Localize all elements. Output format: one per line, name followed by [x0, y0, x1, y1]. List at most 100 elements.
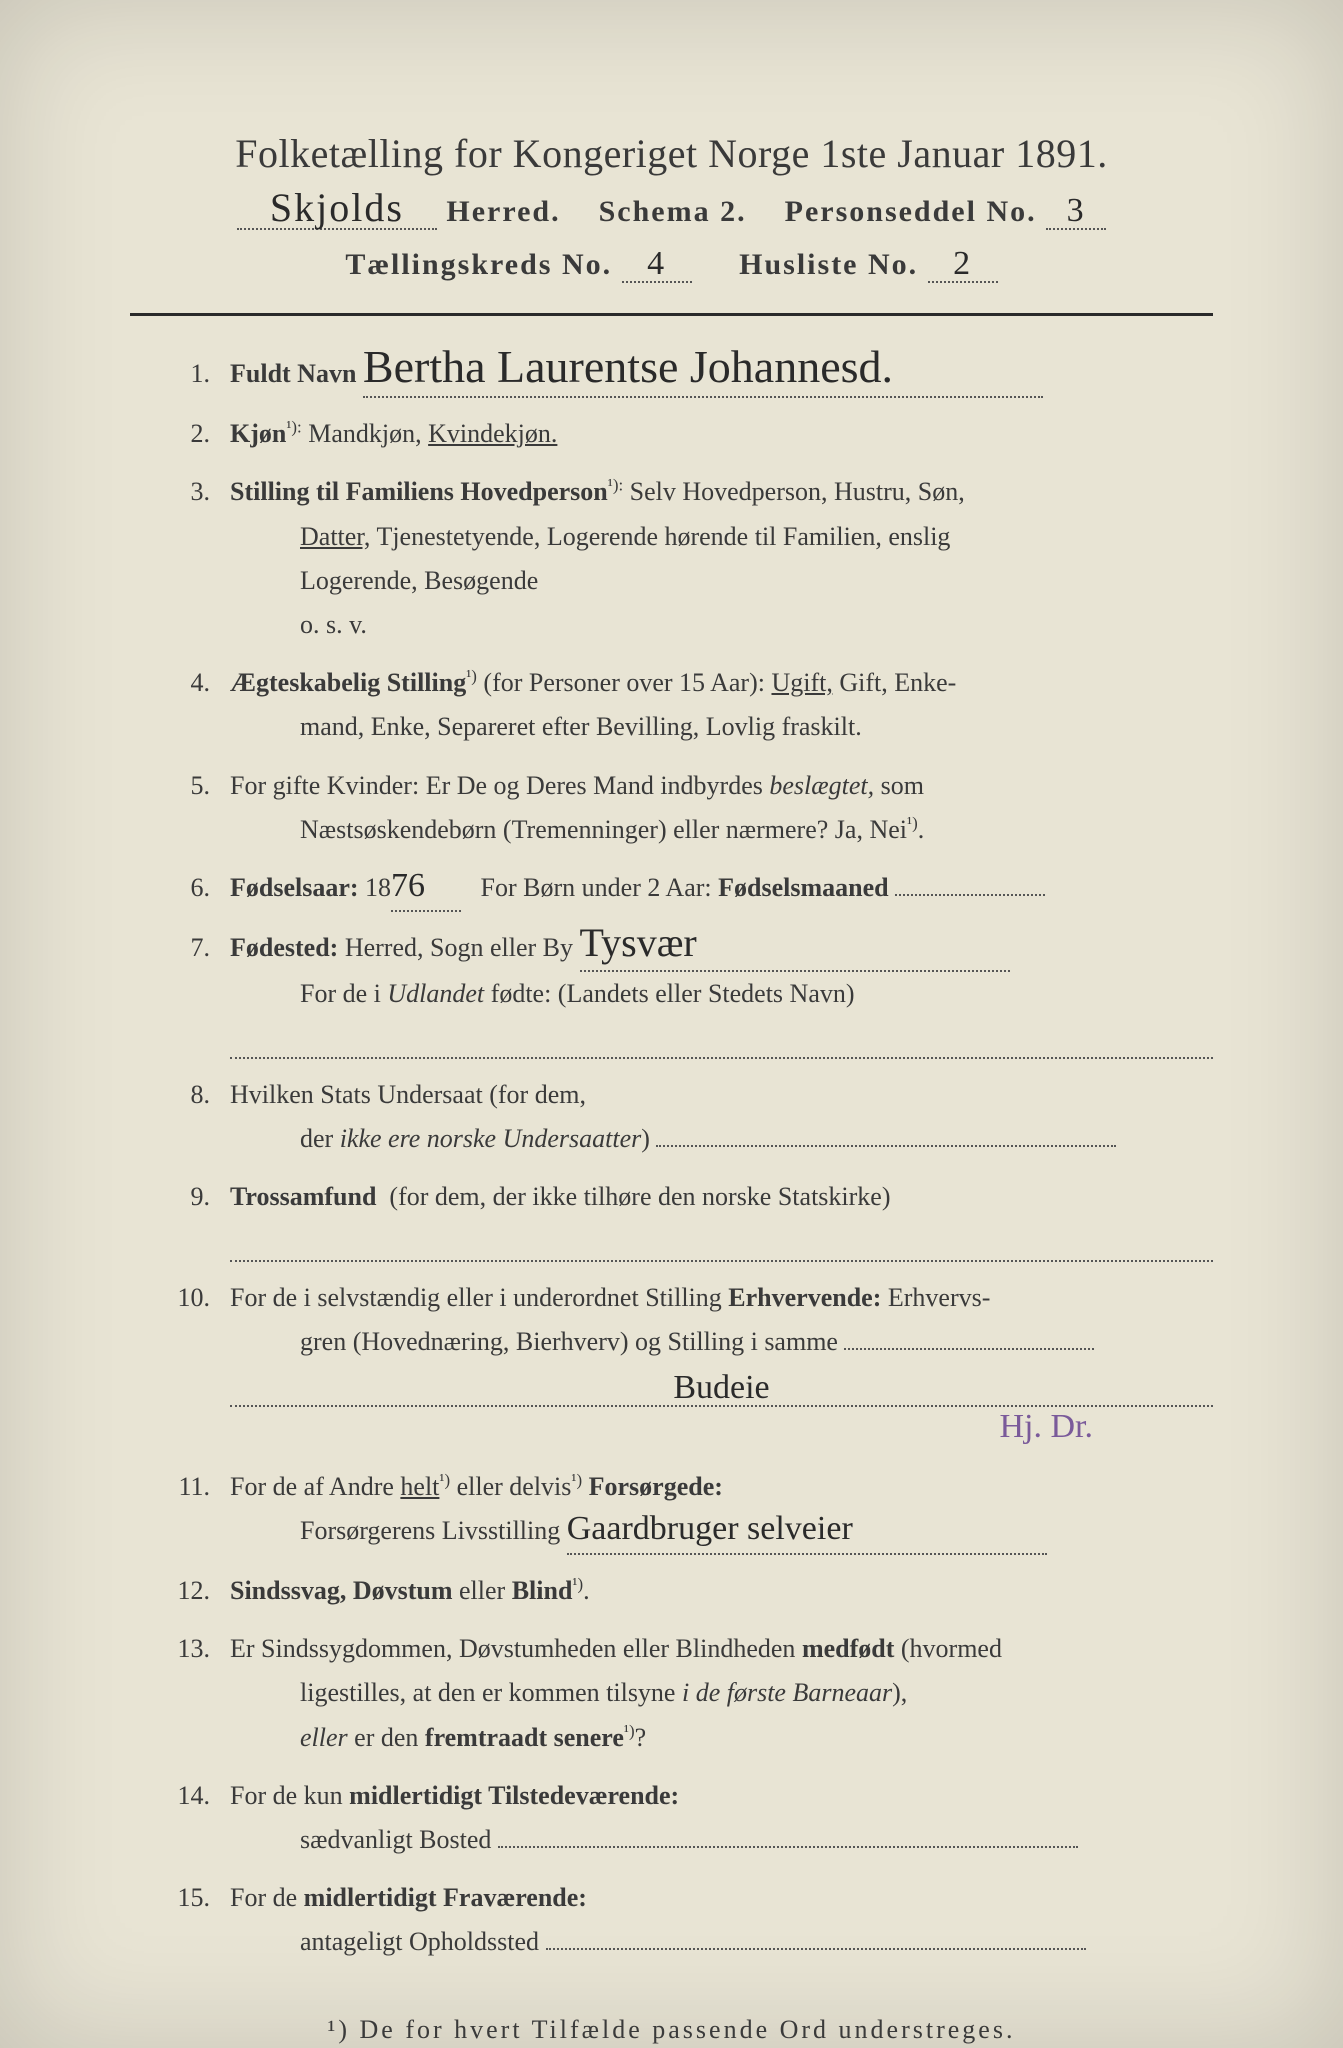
q6-month-field [895, 894, 1045, 896]
q3-line2-wrap: Datter, Tjenestetyende, Logerende hørend… [300, 515, 1213, 559]
q4-rest2: mand, Enke, Separeret efter Bevilling, L… [300, 705, 1213, 749]
item-14-num: 14. [160, 1774, 210, 1818]
q8-text1: Hvilken Stats Undersaat (for dem, [230, 1080, 586, 1109]
q5-line2-wrap: Næstsøskendebørn (Tremenninger) eller næ… [300, 808, 1213, 852]
herred-label: Herred. [446, 195, 560, 228]
q4-label: Ægteskabelig Stilling [230, 668, 466, 697]
item-9-num: 9. [160, 1175, 210, 1219]
q6-year-field: 76 [391, 866, 461, 912]
footnote-marker: ¹) [328, 2015, 350, 2044]
q13-fremtraadt: fremtraadt senere [425, 1723, 624, 1752]
q6-prefix: 18 [365, 873, 391, 902]
q15-text2: antageligt Opholdssted [300, 1927, 539, 1956]
q13-line2-wrap: ligestilles, at den er kommen tilsyne i … [300, 1671, 1213, 1715]
q11-text1b: eller delvis [457, 1472, 572, 1501]
q13-text1: Er Sindssygdommen, Døvstumheden eller Bl… [230, 1634, 795, 1663]
q7-text2: For de i [300, 979, 381, 1008]
q10-value: Budeie [673, 1379, 769, 1396]
q13-eller: eller [300, 1723, 348, 1752]
q10-text1: For de i selvstændig eller i underordnet… [230, 1283, 722, 1312]
item-10-num: 10. [160, 1276, 210, 1320]
q12-text: eller [459, 1576, 505, 1605]
q4-rest1: Gift, Enke- [839, 668, 956, 697]
personseddel-label: Personseddel No. [785, 195, 1037, 228]
item-12: 12. Sindssvag, Døvstum eller Blind¹). [160, 1569, 1213, 1613]
q11-helt: helt [400, 1472, 439, 1501]
item-11: 11. For de af Andre helt¹) eller delvis¹… [160, 1465, 1213, 1555]
q7-text1: Herred, Sogn eller By [345, 933, 573, 962]
item-9: 9. Trossamfund (for dem, der ikke tilhør… [160, 1175, 1213, 1262]
item-8: 8. Hvilken Stats Undersaat (for dem, der… [160, 1073, 1213, 1161]
item-8-num: 8. [160, 1073, 210, 1117]
q4-paren: (for Personer over 15 Aar): [483, 668, 765, 697]
q13-text3: er den [354, 1723, 418, 1752]
q15-line2-wrap: antageligt Opholdssted [300, 1920, 1213, 1964]
q11-text1: For de af Andre [230, 1472, 394, 1501]
q7-line2-wrap: For de i Udlandet fødte: (Landets eller … [300, 972, 1213, 1016]
item-3: 3. Stilling til Familiens Hovedperson¹):… [160, 470, 1213, 647]
q11-fors: Forsørgede: [589, 1472, 723, 1501]
q14-text2: sædvanligt Bosted [300, 1825, 491, 1854]
question-list: 1. Fuldt Navn Bertha Laurentse Johannesd… [160, 352, 1213, 1965]
item-15-num: 15. [160, 1876, 210, 1920]
q8-line2-wrap: der ikke ere norske Undersaatter) [300, 1117, 1213, 1161]
item-13: 13. Er Sindssygdommen, Døvstumheden elle… [160, 1627, 1213, 1760]
q9-label: Trossamfund [230, 1182, 376, 1211]
q10-text2: gren (Hovednæring, Bierhverv) og Stillin… [300, 1327, 838, 1356]
item-6: 6. Fødselsaar: 1876 For Børn under 2 Aar… [160, 866, 1213, 912]
q14-text1: For de kun [230, 1781, 343, 1810]
census-form-page: Folketælling for Kongeriget Norge 1ste J… [0, 0, 1343, 2048]
husliste-no: 2 [953, 255, 972, 272]
sup-4: ¹) [466, 666, 477, 685]
husliste-label: Husliste No. [739, 248, 918, 281]
item-7-num: 7. [160, 926, 210, 970]
q12-label: Sindssvag, Døvstum [230, 1576, 453, 1605]
sup-5: ¹) [907, 813, 918, 832]
q10-text1b: Erhvervs- [888, 1283, 991, 1312]
q11-line2-wrap: Forsørgerens Livsstilling Gaardbruger se… [300, 1509, 1213, 1555]
item-2-num: 2. [160, 412, 210, 456]
q10-line2-wrap: gren (Hovednæring, Bierhverv) og Stillin… [300, 1320, 1213, 1364]
item-12-num: 12. [160, 1569, 210, 1613]
husliste-field: 2 [928, 248, 998, 283]
item-15: 15. For de midlertidigt Fraværende: anta… [160, 1876, 1213, 1964]
q2-opt2: Kvindekjøn. [428, 419, 557, 448]
q3-line3: Logerende, Besøgende [300, 559, 1213, 603]
form-header: Folketælling for Kongeriget Norge 1ste J… [130, 130, 1213, 283]
footnote-text: De for hvert Tilfælde passende Ord under… [360, 2015, 1016, 2044]
q7-field: Tysvær [580, 926, 1010, 972]
sup-2: ¹): [286, 418, 301, 437]
divider-rule [130, 313, 1213, 316]
kreds-label: Tællingskreds No. [345, 248, 612, 281]
item-5-num: 5. [160, 764, 210, 808]
q13-text2a: ligestilles, at den er kommen tilsyne [300, 1678, 675, 1707]
q10-note-wrap: Hj. Dr. [230, 1407, 1213, 1451]
item-7: 7. Fødested: Herred, Sogn eller By Tysvæ… [160, 926, 1213, 1059]
q3-line2: Tjenestetyende, Logerende hørende til Fa… [376, 522, 950, 551]
q14-line2-wrap: sædvanligt Bosted [300, 1818, 1213, 1862]
q15-bold: midlertidigt Fraværende: [304, 1883, 587, 1912]
q7-blank-line [230, 1020, 1213, 1058]
q7-label: Fødested: [230, 933, 338, 962]
sup-11b: ¹) [571, 1470, 582, 1489]
personseddel-no: 3 [1067, 202, 1086, 219]
q3-line4: o. s. v. [300, 603, 1213, 647]
item-13-num: 13. [160, 1627, 210, 1671]
sup-3: ¹): [608, 476, 623, 495]
q12-blind: Blind [512, 1576, 573, 1605]
item-14: 14. For de kun midlertidigt Tilstedevære… [160, 1774, 1213, 1862]
q5-beslaegtet: beslægtet, [769, 771, 874, 800]
sup-13: ¹) [624, 1721, 635, 1740]
q3-line1a: Selv Hovedperson, Hustru, Søn, [630, 477, 965, 506]
q3-datter: Datter, [300, 522, 370, 551]
q8-italic: ikke ere norske Undersaatter [340, 1124, 642, 1153]
q13-text1b: (hvormed [901, 1634, 1002, 1663]
q10-inline-field [844, 1348, 1094, 1350]
item-3-num: 3. [160, 470, 210, 514]
q7-text3: fødte: (Landets eller Stedets Navn) [491, 979, 855, 1008]
q5-text1: Er De og Deres Mand indbyrdes [426, 771, 763, 800]
q8-field [656, 1145, 1116, 1147]
q6-text2: For Børn under 2 Aar: [481, 873, 712, 902]
q3-label: Stilling til Familiens Hovedperson [230, 477, 608, 506]
item-1-num: 1. [160, 352, 210, 396]
